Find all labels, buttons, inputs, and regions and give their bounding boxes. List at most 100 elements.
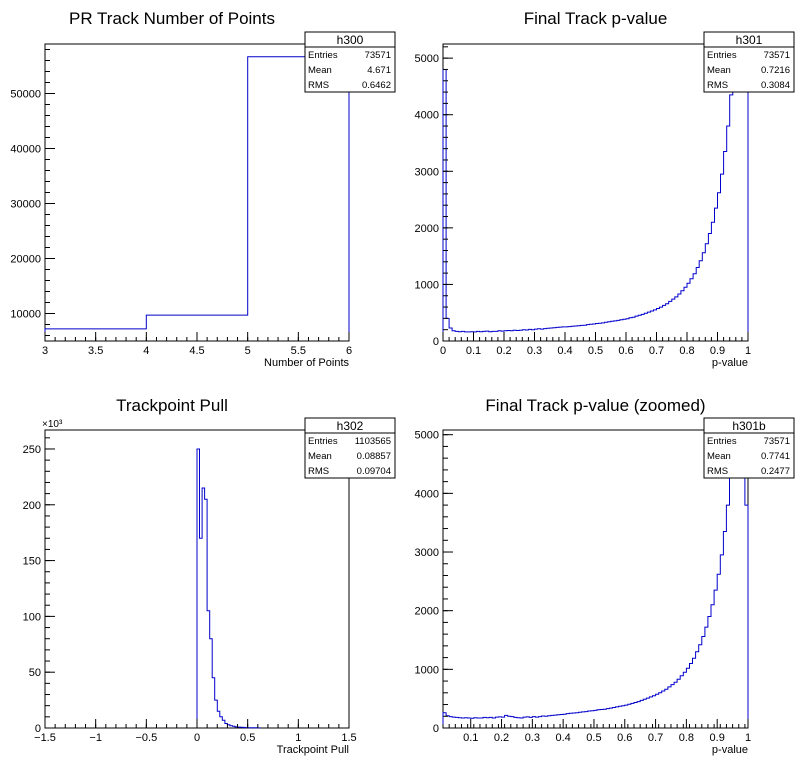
x-tick-label: 0.3 <box>525 732 540 744</box>
y-tick-label: 5000 <box>415 53 439 65</box>
stats-row-value: 73571 <box>764 50 790 61</box>
x-tick-label: 4 <box>143 345 149 357</box>
stats-row-label: Entries <box>308 436 338 447</box>
histogram-pr-points: PR Track Number of Points 3 3.5 4 4.5 5 5.5 6Nu… <box>10 9 396 369</box>
stats-box-name: h302 <box>337 419 364 433</box>
x-tick-label: 1.5 <box>341 732 356 744</box>
y-tick-label: 0 <box>35 723 41 735</box>
stats-row-value: 0.3084 <box>761 80 790 91</box>
stats-row-value: 0.2477 <box>761 466 790 477</box>
stats-box-frame <box>703 417 795 479</box>
stats-box-frame <box>304 31 396 93</box>
chart-title: Trackpoint Pull <box>116 396 228 415</box>
plot-frame <box>442 43 749 342</box>
x-tick-label: 1 <box>295 732 301 744</box>
y-tick-label: 5000 <box>415 430 439 442</box>
x-axis-label: p-value <box>712 357 748 369</box>
stats-box-name: h300 <box>337 33 364 47</box>
y-tick-label: 150 <box>23 556 41 568</box>
stats-row-label: RMS <box>308 466 329 477</box>
chart-title: Final Track p-value (zoomed) <box>485 396 705 415</box>
histogram-line <box>44 56 350 341</box>
plot-frame <box>44 43 350 342</box>
chart-title: PR Track Number of Points <box>69 9 275 28</box>
x-tick-label: 0.7 <box>649 345 664 357</box>
histogram-pvalue: Final Track p-value 0 0.1 0.2 0.3 0.4 0.5 0.6 0.… <box>415 9 795 369</box>
stats-row-label: RMS <box>707 466 728 477</box>
stats-box: h302 Entries 1103565 Mean 0.08857 RMS 0.09704 <box>304 417 396 479</box>
stats-row-value: 0.7741 <box>761 451 790 462</box>
x-tick-label: 0.6 <box>618 345 633 357</box>
stats-row-label: Mean <box>308 451 332 462</box>
y-tick-label: 3000 <box>415 166 439 178</box>
y-tick-label: 2000 <box>415 223 439 235</box>
y-tick-label: 4000 <box>415 110 439 122</box>
x-tick-label: 0.8 <box>679 732 694 744</box>
y-tick-label: 0 <box>433 723 439 735</box>
stats-row-value: 73571 <box>365 50 391 61</box>
x-tick-label: 0.7 <box>648 732 663 744</box>
y-tick-label: 50000 <box>10 89 41 101</box>
y-tick-label: 20000 <box>10 254 41 266</box>
y-tick-label: 0 <box>433 336 439 348</box>
y-tick-label: 200 <box>23 500 41 512</box>
y-tick-label: 1000 <box>415 664 439 676</box>
histogram-line <box>442 429 749 728</box>
x-tick-label: 0.4 <box>557 345 572 357</box>
x-tick-label: 6 <box>346 345 352 357</box>
x-tick-label: 3.5 <box>88 345 103 357</box>
x-axis-label: Number of Points <box>264 357 349 369</box>
x-tick-label: 5.5 <box>291 345 306 357</box>
stats-box: h300 Entries 73571 Mean 4.671 RMS 0.6462 <box>304 31 396 93</box>
x-tick-label: 0.4 <box>556 732 571 744</box>
stats-box: h301 Entries 73571 Mean 0.7216 RMS 0.3084 <box>703 31 795 93</box>
stats-row-label: Mean <box>308 65 332 76</box>
y-tick-label: 250 <box>23 444 41 456</box>
stats-row-value: 0.08857 <box>357 451 391 462</box>
chart-title: Final Track p-value <box>524 9 668 28</box>
stats-row-label: RMS <box>707 80 728 91</box>
x-tick-label: 4.5 <box>189 345 204 357</box>
stats-row-value: 0.6462 <box>362 80 391 91</box>
y-tick-label: 1000 <box>415 279 439 291</box>
y-tick-label: 4000 <box>415 488 439 500</box>
y-tick-label: 100 <box>23 611 41 623</box>
y-multiplier-label: ×10³ <box>42 419 63 430</box>
stats-row-value: 1103565 <box>355 436 391 447</box>
x-tick-label: 3 <box>42 345 48 357</box>
x-tick-label: 0.8 <box>679 345 694 357</box>
stats-row-label: Entries <box>308 50 338 61</box>
histogram-line <box>442 46 749 341</box>
stats-row-label: Mean <box>707 65 731 76</box>
stats-row-value: 73571 <box>764 436 790 447</box>
stats-row-label: Mean <box>707 451 731 462</box>
histogram-pvalue-zoomed: Final Track p-value (zoomed) 0.1 0.2 0.3 0.4… <box>415 396 795 756</box>
x-tick-label: 0.6 <box>617 732 632 744</box>
y-tick-label: 40000 <box>10 144 41 156</box>
x-tick-label: 0 <box>194 732 200 744</box>
stats-row-value: 0.09704 <box>357 466 391 477</box>
x-tick-label: −0.5 <box>135 732 157 744</box>
x-tick-label: 0.9 <box>710 732 725 744</box>
x-axis-label: p-value <box>712 744 748 756</box>
x-tick-label: 5 <box>245 345 251 357</box>
stats-row-label: Entries <box>707 436 737 447</box>
y-tick-label: 50 <box>29 667 41 679</box>
x-tick-label: 0.2 <box>496 345 511 357</box>
stats-box-name: h301 <box>736 33 763 47</box>
stats-row-value: 4.671 <box>367 65 391 76</box>
y-tick-label: 2000 <box>415 606 439 618</box>
x-tick-label: 0 <box>440 345 446 357</box>
x-tick-label: −1.5 <box>34 732 56 744</box>
x-tick-label: 0.5 <box>240 732 255 744</box>
x-tick-label: −1 <box>89 732 102 744</box>
stats-row-label: RMS <box>308 80 329 91</box>
histogram-pull: Trackpoint Pull−1.5 −1 −0.5 0 0.5 1 1.5Trackpo… <box>23 396 396 756</box>
x-tick-label: 0.1 <box>463 732 478 744</box>
histogram-line <box>196 448 261 729</box>
stats-box: h301b Entries 73571 Mean 0.7741 RMS 0.2477 <box>703 417 795 479</box>
x-tick-label: 0.2 <box>494 732 509 744</box>
x-tick-label: 0.3 <box>527 345 542 357</box>
stats-row-value: 0.7216 <box>761 65 790 76</box>
